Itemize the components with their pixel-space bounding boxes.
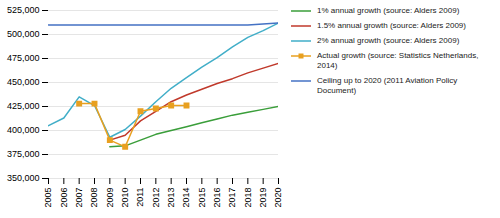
svg-text:500,000: 500,000: [7, 29, 40, 39]
svg-text:475,000: 475,000: [7, 53, 40, 63]
html-text:2% annual growth (source: Alde: 2% annual growth (source: Alders 2009): [317, 36, 460, 45]
svg-text:2016: 2016: [212, 188, 222, 208]
svg-text:2012: 2012: [151, 188, 161, 208]
svg-text:425,000: 425,000: [7, 101, 40, 111]
svg-text:2019: 2019: [258, 188, 268, 208]
svg-text:2020: 2020: [273, 188, 283, 208]
svg-text:2014: 2014: [181, 188, 191, 208]
html-text:Ceiling up to 2020 (2011 Aviat: Ceiling up to 2020 (2011 Aviation Policy…: [317, 76, 458, 95]
svg-text:2006: 2006: [59, 188, 69, 208]
svg-text:2007: 2007: [74, 188, 84, 208]
svg-text:525,000: 525,000: [7, 5, 40, 15]
svg-text:2009: 2009: [105, 188, 115, 208]
svg-text:2005: 2005: [43, 188, 53, 208]
svg-text:2010: 2010: [120, 188, 130, 208]
svg-text:375,000: 375,000: [7, 149, 40, 159]
svg-text:450,000: 450,000: [7, 77, 40, 87]
svg-text:400,000: 400,000: [7, 125, 40, 135]
svg-text:2008: 2008: [89, 188, 99, 208]
svg-text:2018: 2018: [243, 188, 253, 208]
html-text:1% annual growth (source: Alde: 1% annual growth (source: Alders 2009): [317, 6, 460, 15]
svg-text:2011: 2011: [135, 188, 145, 207]
html-text:1.5% annual growth (source: Al: 1.5% annual growth (source: Alders 2009): [317, 21, 466, 30]
html-text:Actual growth (source: Statist: Actual growth (source: Statistics Nether…: [317, 51, 479, 70]
svg-text:2015: 2015: [197, 188, 207, 208]
svg-text:2017: 2017: [227, 188, 237, 208]
svg-text:350,000: 350,000: [7, 173, 40, 183]
svg-text:2013: 2013: [166, 188, 176, 208]
